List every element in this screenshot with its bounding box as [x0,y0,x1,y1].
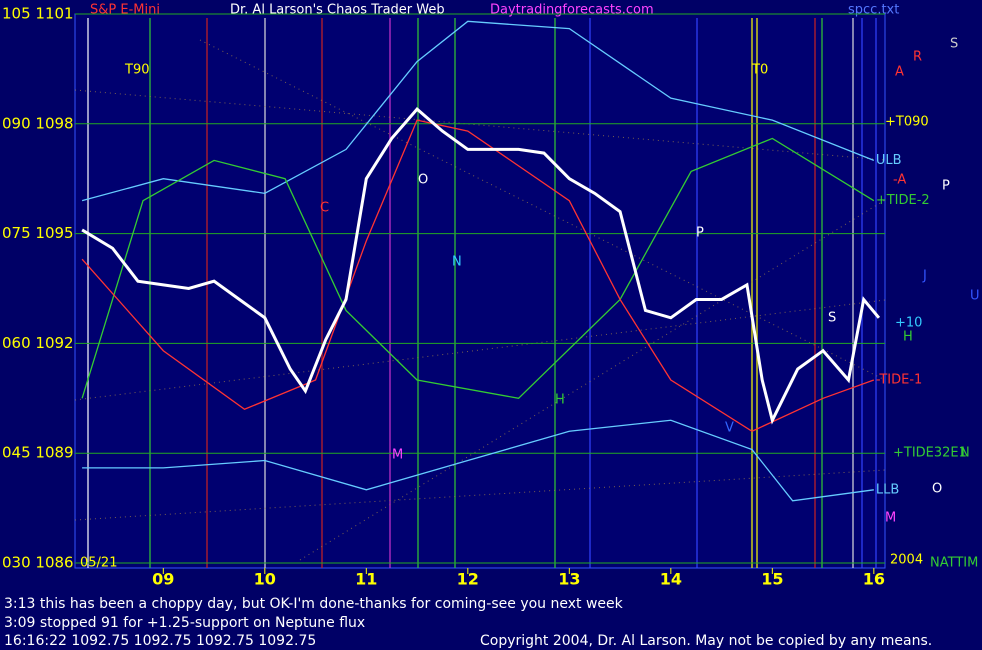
annotation: O [418,173,428,188]
annotation: A [895,65,904,80]
file-name: spcc.txt [848,3,899,18]
series-label: -TIDE-1 [876,373,922,388]
series-label: LLB [876,482,899,497]
x-tick-label: 11 [355,570,377,589]
indicator-line [82,419,874,502]
site-name: Daytradingforecasts.com [490,3,654,18]
copyright: Copyright 2004, Dr. Al Larson. May not b… [480,633,932,649]
x-tick-label: 13 [558,570,580,589]
x-tick-label: 16 [863,570,885,589]
annotation: NATTIM [930,556,978,571]
y-tick-label: 105 1101 [2,5,74,23]
annotation: H [555,393,565,408]
annotation: +TIDE32E1 [893,446,967,461]
harmonic-line [74,89,886,161]
price-line [81,107,881,425]
harmonic-line [74,469,886,521]
indicator-line [81,20,875,202]
annotation: O [932,482,942,497]
note: 3:09 stopped 91 for +1.25-support on Nep… [4,615,365,631]
x-tick-label: 15 [761,570,783,589]
annotation: H [903,330,913,345]
note: 3:13 this has been a choppy day, but OK-… [4,596,624,612]
annotation: N [960,446,970,461]
chart-title: S&P E-Mini [90,3,160,18]
annotation: 2004 [890,553,923,568]
annotation: C [320,201,329,216]
annotation: N [452,255,462,270]
indicator-line [81,137,875,399]
annotation: 05/21 [80,556,117,571]
annotation: S [828,311,836,326]
annotation: V [725,421,734,436]
annotation: +10 [895,316,922,331]
x-tick-label: 10 [254,570,276,589]
y-tick-label: 075 1095 [2,224,74,242]
annotation: M [885,511,896,526]
annotation: T0 [751,63,768,78]
series-label: ULB [876,153,902,168]
indicator-line [81,119,875,432]
x-tick-label: 14 [660,570,682,589]
y-tick-label: 060 1092 [2,334,74,352]
annotation: M [392,448,403,463]
annotation: T90 [124,63,149,78]
readout: 16:16:22 1092.75 1092.75 1092.75 1092.75 [4,633,316,649]
annotation: P [942,179,950,194]
y-tick-label: 045 1089 [2,444,74,462]
annotation: U [970,289,980,304]
x-tick-label: 09 [152,570,174,589]
annotation: R [913,50,922,65]
annotation: -A [893,173,906,188]
cycle-lines [74,18,886,568]
annotation: S [950,37,958,52]
x-tick-label: 12 [457,570,479,589]
series-label: +TIDE-2 [876,193,930,208]
plot-area [74,13,886,569]
annotation: P [696,226,704,241]
chart-subtitle: Dr. Al Larson's Chaos Trader Web [230,3,445,18]
annotation: J [922,269,927,284]
y-tick-label: 090 1098 [2,114,74,132]
y-tick-label: 030 1086 [2,554,74,572]
harmonic-line [74,299,886,401]
annotation: +T090 [885,115,929,130]
